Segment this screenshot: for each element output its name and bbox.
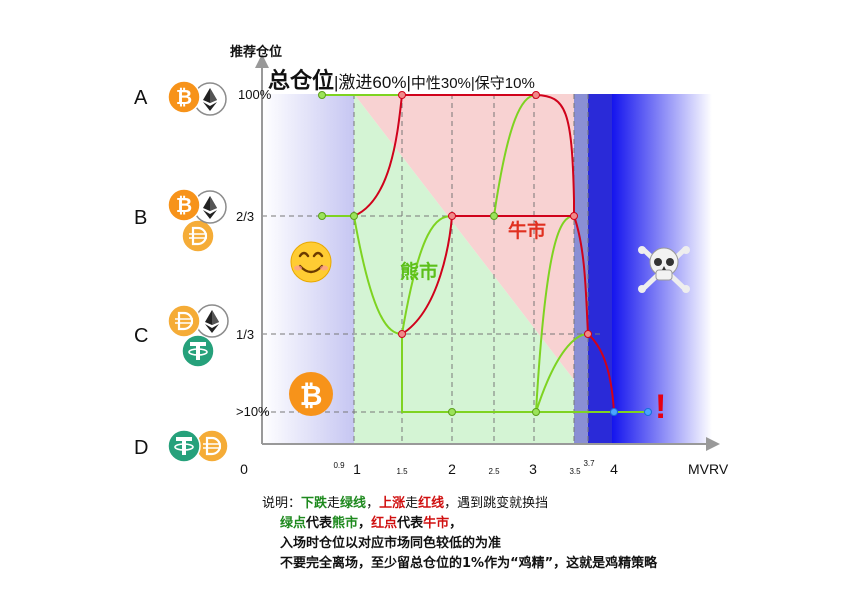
note-comma-2: ， [358, 516, 372, 531]
x-tick-2: 2 [448, 461, 456, 477]
x-axis-label: MVRV [688, 461, 729, 477]
note-comma-1: ， [366, 496, 380, 511]
axes [255, 54, 720, 451]
explanation-notes: 说明：下跌走绿线，上涨走红线，遇到跳变就换挡 绿点代表熊市，红点代表牛市， 入场… [262, 494, 657, 574]
title-conservative: |保守10% [471, 75, 535, 92]
note-green-line: 绿线 [340, 496, 367, 511]
exit-dot-1 [610, 408, 618, 416]
bear-market-label: 熊市 [400, 260, 438, 283]
level-label-10: >10% [236, 404, 270, 419]
note-line-3: 入场时仓位以对应市场同色较低的为准 [280, 536, 502, 551]
bull-lines [353, 94, 615, 413]
overheated-zone-1 [574, 94, 588, 444]
note-line-2: 绿点代表熊市，红点代表牛市， [262, 514, 657, 534]
bitcoin-large-icon: ₿ [289, 372, 333, 416]
x-tick-3-7: 3.7 [583, 459, 595, 468]
note-bull: 牛市 [423, 516, 450, 531]
bear-dots [318, 91, 540, 416]
bear-zone [354, 94, 574, 444]
svg-text:₿: ₿ [176, 195, 192, 217]
usdt-icon [167, 429, 201, 463]
bull-dots [398, 91, 592, 338]
btc-icon: ₿ [167, 188, 201, 222]
x-tick-3: 3 [529, 461, 537, 477]
exit-dot-2 [644, 408, 652, 416]
note-comma-3: ， [449, 516, 463, 531]
skull-crossbones-icon [638, 246, 690, 293]
dai-icon [181, 219, 215, 253]
y-axis-label: 推荐仓位 [230, 44, 282, 59]
title-neutral: 中性30% [411, 75, 471, 92]
eth-icon [193, 190, 227, 224]
title: 总仓位|激进60%|中性30%|保守10% [268, 68, 535, 93]
note-line-1: 说明：下跌走绿线，上涨走红线，遇到跳变就换挡 [262, 494, 657, 514]
row-letter-b: B [134, 207, 147, 229]
eth-icon [195, 304, 229, 338]
svg-text:₿: ₿ [300, 380, 323, 411]
x-tick-2-5: 2.5 [488, 467, 500, 476]
note-represent-2: 代表 [397, 516, 424, 531]
dai-icon [167, 304, 201, 338]
note-red-line: 红线 [418, 496, 445, 511]
dai-icon [195, 429, 229, 463]
x-tick-0-9: 0.9 [333, 461, 345, 470]
title-main: 总仓位 [268, 68, 334, 93]
level-label-1-3: 1/3 [236, 327, 254, 342]
x-tick-1: 1 [353, 461, 361, 477]
note-red-dot: 红点 [371, 516, 398, 531]
note-bear: 熊市 [332, 516, 359, 531]
overheated-zone-2 [588, 94, 612, 444]
x-tick-1-5: 1.5 [396, 467, 408, 476]
x-tick-0: 0 [240, 461, 248, 477]
x-tick-3-5: 3.5 [569, 467, 581, 476]
note-rise: 上涨 [379, 496, 406, 511]
coin-icons: ₿₿ [167, 80, 229, 463]
usdt-icon [181, 334, 215, 368]
row-letter-d: D [134, 437, 148, 459]
note-line-4: 不要完全离场，至少留总仓位的1%作为“鸡精”，这就是鸡精策略 [280, 556, 658, 571]
note-green-dot: 绿点 [280, 516, 307, 531]
btc-icon: ₿ [167, 80, 201, 114]
title-aggressive: |激进60%| [334, 73, 411, 92]
eth-icon [193, 82, 227, 116]
svg-text:₿: ₿ [176, 87, 192, 109]
note-represent-1: 代表 [306, 516, 333, 531]
note-walk-1: 走 [327, 496, 341, 511]
bull-market-label: 牛市 [508, 219, 546, 242]
x-tick-4: 4 [610, 461, 618, 477]
note-fall: 下跌 [301, 496, 328, 511]
row-letter-c: C [134, 325, 148, 347]
note-prefix: 说明： [262, 496, 302, 511]
smile-icon [290, 241, 332, 283]
note-walk-2: 走 [405, 496, 419, 511]
row-letter-a: A [134, 87, 148, 109]
note-switch: ，遇到跳变就换挡 [444, 496, 549, 511]
bear-lines [322, 94, 648, 413]
level-label-2-3: 2/3 [236, 209, 254, 224]
level-label-100: 100% [238, 87, 272, 102]
warning-exclamation: ! [655, 388, 666, 426]
x-tick-labels: 0 0.9 1 1.5 2 2.5 3 3.53.7 4 [240, 459, 618, 477]
